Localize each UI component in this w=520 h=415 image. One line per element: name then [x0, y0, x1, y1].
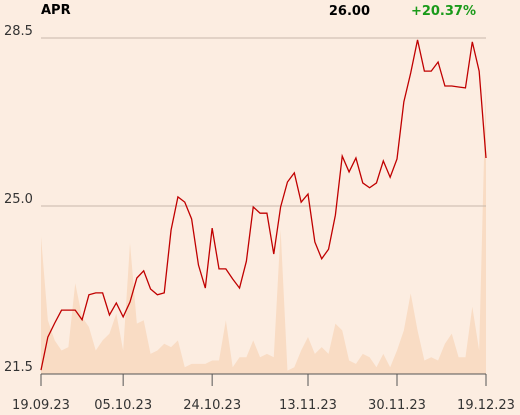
- y-tick-label: 21.5: [4, 360, 33, 375]
- x-tick-label: 13.11.23: [279, 398, 337, 413]
- y-tick-label: 28.5: [4, 24, 33, 39]
- x-tick-label: 19.09.23: [12, 398, 70, 413]
- chart-title: APR: [41, 3, 71, 18]
- volume-area: [41, 78, 486, 374]
- price-line: [40, 39, 487, 371]
- x-tick-label: 30.11.23: [368, 398, 426, 413]
- change: +20.37%: [411, 4, 476, 19]
- x-tick-label: 19.12.23: [457, 398, 515, 413]
- x-tick-label: 24.10.23: [183, 398, 241, 413]
- last-value: 26.00: [329, 4, 370, 19]
- y-tick-label: 25.0: [4, 192, 33, 207]
- x-tick-label: 05.10.23: [94, 398, 152, 413]
